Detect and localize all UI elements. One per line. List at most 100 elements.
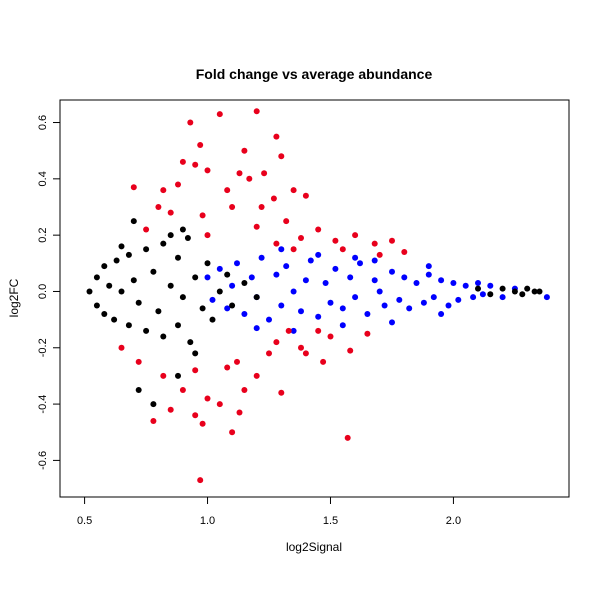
data-point: [438, 277, 445, 284]
data-point: [315, 226, 322, 233]
y-tick-label: 0.6: [37, 115, 49, 130]
data-point: [315, 327, 322, 334]
data-point: [253, 294, 260, 301]
data-point: [290, 187, 297, 194]
data-point: [175, 254, 181, 261]
data-point: [315, 251, 322, 258]
x-axis-label: log2Signal: [286, 540, 342, 554]
data-point: [273, 339, 280, 346]
data-point: [420, 299, 427, 306]
data-point: [224, 271, 231, 278]
data-point: [430, 294, 437, 301]
data-point: [315, 313, 322, 320]
data-point: [536, 288, 543, 295]
data-points: [86, 108, 550, 484]
data-point: [425, 263, 432, 270]
data-point: [150, 418, 157, 424]
data-point: [511, 288, 518, 295]
data-point: [209, 316, 216, 323]
data-point: [470, 294, 477, 301]
data-point: [248, 274, 255, 281]
x-tick-label: 1.5: [323, 515, 338, 527]
data-point: [401, 249, 408, 255]
data-point: [389, 237, 395, 244]
x-tick-label: 0.5: [77, 515, 92, 527]
data-point: [167, 209, 174, 216]
data-point: [130, 218, 137, 225]
data-point: [371, 240, 378, 247]
data-point: [266, 350, 272, 357]
data-point: [118, 344, 125, 351]
data-point: [113, 257, 120, 264]
data-point: [101, 311, 108, 317]
data-point: [302, 350, 309, 357]
data-point: [438, 311, 445, 317]
data-point: [192, 412, 199, 419]
data-point: [101, 263, 108, 270]
data-point: [258, 254, 265, 261]
data-point: [204, 232, 211, 239]
data-point: [425, 271, 432, 278]
data-point: [160, 187, 167, 194]
data-point: [327, 333, 334, 340]
data-point: [167, 282, 174, 289]
data-point: [175, 181, 181, 188]
data-point: [125, 251, 132, 258]
y-axis-label: log2FC: [7, 278, 21, 317]
data-point: [487, 282, 494, 289]
data-point: [204, 167, 211, 174]
data-point: [175, 372, 181, 379]
data-point: [135, 299, 142, 306]
data-point: [499, 294, 506, 301]
data-point: [278, 389, 285, 396]
data-point: [357, 260, 363, 267]
data-point: [364, 330, 371, 337]
data-point: [160, 372, 167, 379]
data-point: [216, 111, 223, 118]
data-point: [155, 308, 162, 315]
data-point: [150, 401, 157, 408]
data-point: [531, 288, 538, 295]
data-point: [258, 204, 265, 210]
data-point: [253, 223, 260, 230]
data-point: [192, 161, 199, 168]
data-point: [283, 218, 290, 225]
data-point: [475, 280, 481, 286]
data-point: [241, 311, 248, 317]
data-point: [160, 240, 167, 247]
data-point: [290, 327, 297, 334]
data-point: [283, 263, 290, 270]
data-point: [229, 282, 236, 289]
data-point: [111, 316, 118, 323]
chart-title: Fold change vs average abundance: [196, 66, 433, 82]
data-point: [376, 288, 383, 295]
data-point: [352, 254, 359, 261]
data-point: [224, 187, 231, 194]
data-point: [241, 387, 248, 393]
data-point: [261, 170, 268, 177]
data-point: [389, 268, 395, 275]
data-point: [406, 305, 413, 312]
data-point: [160, 333, 167, 340]
data-point: [389, 319, 395, 326]
data-point: [327, 299, 334, 306]
data-point: [396, 296, 403, 303]
data-point: [167, 406, 174, 413]
data-point: [229, 302, 236, 309]
data-point: [475, 285, 481, 292]
data-point: [273, 133, 280, 140]
data-point: [278, 153, 285, 160]
data-point: [234, 260, 240, 267]
data-point: [455, 296, 462, 303]
data-point: [273, 240, 280, 247]
data-point: [143, 327, 150, 334]
y-tick-label: -0.4: [37, 395, 49, 414]
data-point: [192, 274, 199, 281]
data-point: [290, 288, 297, 295]
data-point: [339, 322, 346, 329]
data-point: [290, 246, 297, 253]
data-point: [278, 302, 285, 309]
data-point: [381, 302, 388, 309]
data-point: [371, 277, 378, 284]
data-point: [135, 358, 142, 365]
